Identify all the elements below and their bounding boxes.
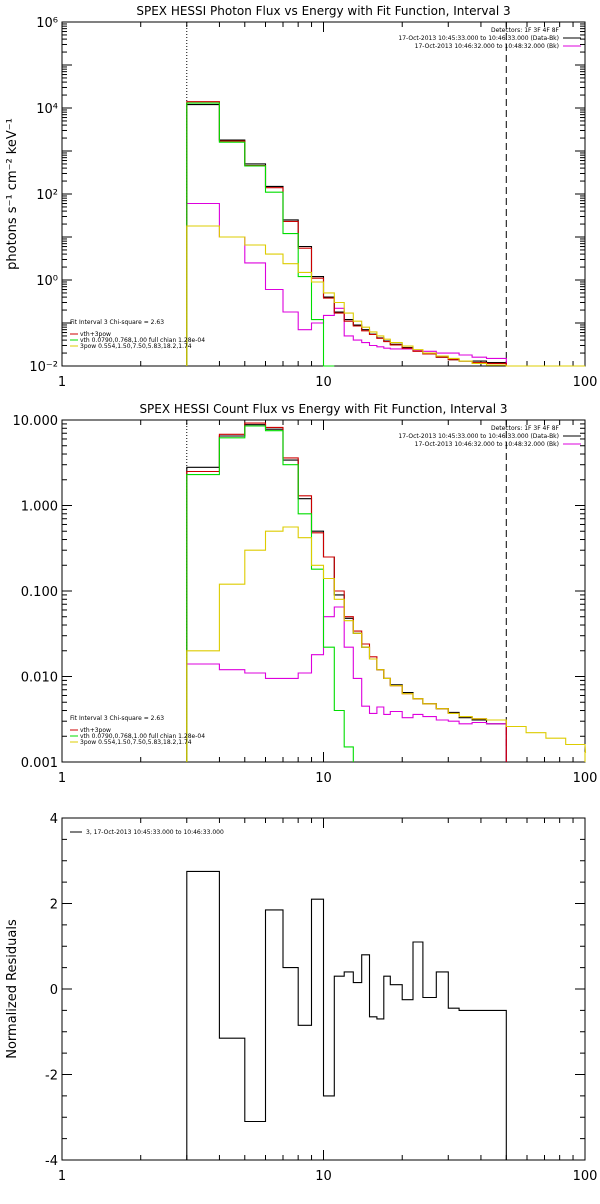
series-2-vth: [186, 425, 354, 762]
y-tick-label: 10²: [36, 188, 58, 203]
x-tick-label: 10: [315, 771, 332, 786]
chart-title: SPEX HESSI Photon Flux vs Energy with Fi…: [136, 4, 510, 18]
x-tick-label: 1: [58, 375, 66, 390]
y-tick-label: 4: [50, 812, 58, 827]
x-tick-label: 1: [58, 771, 66, 786]
fit-chi-square: Fit Interval 3 Chi-square = 2.63: [70, 715, 164, 722]
series-1-data-bk: [186, 104, 507, 366]
series-2-data-bk: [186, 424, 507, 762]
y-tick-label: 1.000: [21, 500, 58, 515]
y-tick-label: 0.100: [21, 585, 58, 600]
y-tick-label: 10⁻²: [29, 360, 58, 375]
fit-legend-entry: vth+3pow: [80, 331, 111, 338]
x-tick-label: 100: [573, 771, 598, 786]
y-tick-label: 10⁰: [36, 274, 58, 289]
x-tick-label: 1: [58, 1169, 66, 1184]
legend-bk-interval: 17-Oct-2013 10:46:32.000 to 10:48:32.000…: [415, 43, 559, 50]
series-1-vth-3pow: [186, 101, 507, 366]
series-1-vth: [186, 102, 335, 367]
chart-panel-2: SPEX HESSI Count Flux vs Energy with Fit…: [13, 402, 598, 786]
fit-legend-entry: vth 0.0790,0.768,1.00 full chian 1.28e-0…: [80, 733, 205, 740]
fit-legend-entry: vth+3pow: [80, 727, 111, 734]
y-tick-label: -2: [45, 1069, 58, 1084]
x-tick-label: 100: [573, 375, 598, 390]
y-axis-label: photons s⁻¹ cm⁻² keV⁻¹: [5, 118, 20, 270]
series-1-3pow: [186, 225, 585, 367]
x-tick-label: 100: [573, 1169, 598, 1184]
legend-data-interval: 17-Oct-2013 10:45:33.000 to 10:46:33.000…: [398, 35, 559, 42]
y-tick-label: 2: [50, 898, 58, 913]
chart-title: SPEX HESSI Count Flux vs Energy with Fit…: [139, 402, 507, 416]
fit-legend-entry: 3pow 0.554,1.50,7.50,5.83,18.2,1.74: [80, 343, 192, 350]
x-tick-label: 10: [315, 1169, 332, 1184]
legend-data-interval: 17-Oct-2013 10:45:33.000 to 10:46:33.000…: [398, 433, 559, 440]
y-tick-label: 10⁴: [36, 102, 58, 117]
y-axis-label: Normalized Residuals: [5, 919, 20, 1059]
legend-bk-interval: 17-Oct-2013 10:46:32.000 to 10:48:32.000…: [415, 441, 559, 448]
fit-chi-square: Fit Interval 3 Chi-square = 2.63: [70, 319, 164, 326]
series-3-3-17-oct-2013-10-45-33-000-to-10-46-33-000: [186, 870, 507, 1160]
series-2-vth-3pow: [186, 422, 507, 762]
legend-detectors: Detectors: 1F 3F 4F 8F: [491, 425, 560, 432]
y-tick-label: 0: [50, 983, 58, 998]
fit-legend-entry: vth 0.0790,0.768,1.00 full chian 1.28e-0…: [80, 337, 205, 344]
series-1-bk: [186, 202, 507, 366]
chart-panel-1: SPEX HESSI Photon Flux vs Energy with Fi…: [5, 4, 597, 390]
series-2-bk: [186, 606, 507, 762]
y-tick-label: -4: [45, 1154, 58, 1169]
x-tick-label: 10: [315, 375, 332, 390]
fit-legend-entry: 3pow 0.554,1.50,7.50,5.83,18.2,1.74: [80, 739, 192, 746]
residual-legend-label: 3, 17-Oct-2013 10:45:33.000 to 10:46:33.…: [86, 829, 224, 836]
legend-detectors: Detectors: 1F 3F 4F 8F: [491, 27, 560, 34]
chart-panel-3: Normalized Residuals 1 10 100 -4 -2 0 2 4 3, 17-O…: [5, 812, 597, 1184]
y-tick-label: 0.010: [21, 671, 58, 686]
y-tick-label: 10.000: [13, 414, 59, 429]
y-tick-label: 0.001: [21, 756, 58, 771]
series-2-3pow: [186, 526, 587, 762]
y-tick-label: 10⁶: [36, 16, 58, 31]
